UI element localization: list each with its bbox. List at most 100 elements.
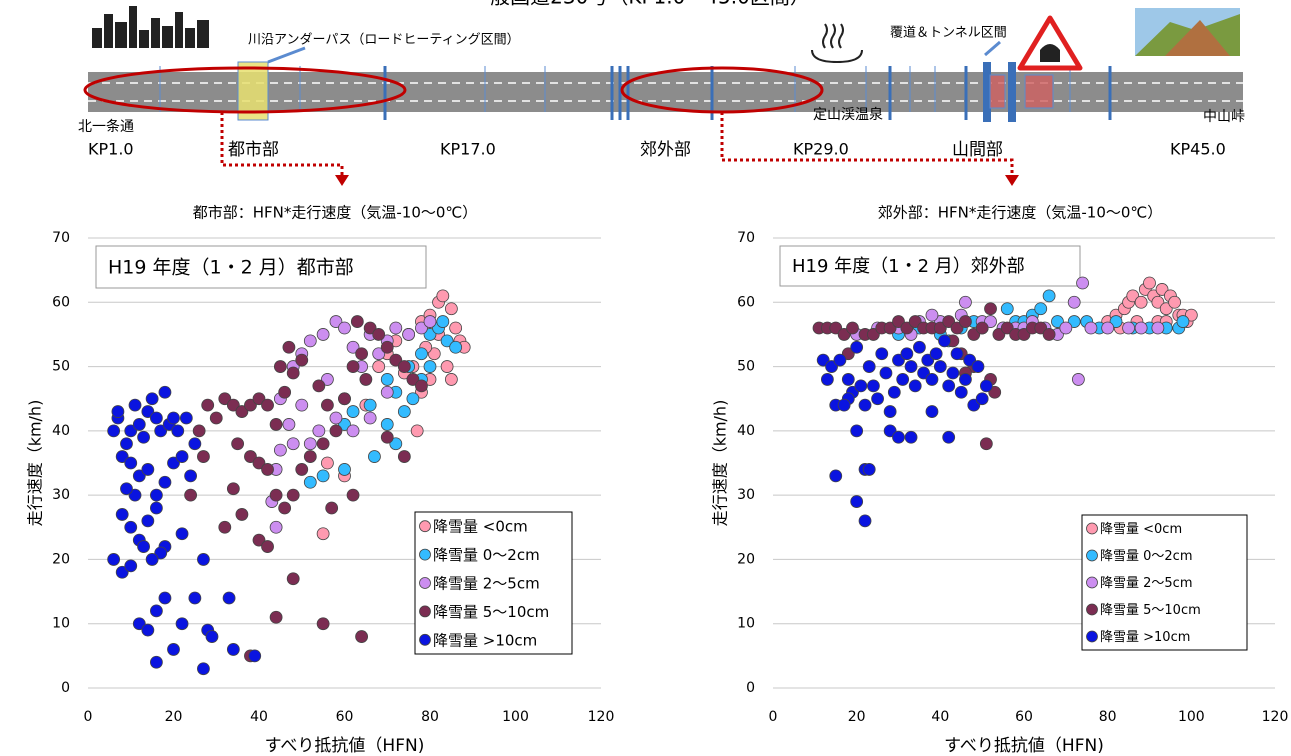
point (926, 309, 938, 321)
point (980, 380, 992, 392)
point (1077, 277, 1089, 289)
point (411, 425, 423, 437)
point (930, 348, 942, 360)
x-tick-label: 80 (421, 709, 439, 725)
point (125, 560, 137, 572)
point (304, 451, 316, 463)
y-tick-label: 0 (61, 680, 70, 696)
legend-marker (1087, 577, 1098, 588)
tunnel-post (1008, 62, 1016, 122)
point (959, 296, 971, 308)
point (296, 463, 308, 475)
zone-label: 郊外部 (640, 140, 691, 160)
point (270, 611, 282, 623)
tunnel-label: 覆道＆トンネル区間 (890, 26, 1007, 41)
point (876, 348, 888, 360)
y-tick-label: 0 (746, 680, 755, 696)
point (1035, 303, 1047, 315)
point (838, 399, 850, 411)
point (249, 650, 261, 662)
point (120, 483, 132, 495)
point (437, 290, 449, 302)
point (905, 431, 917, 443)
y-tick-label: 70 (52, 230, 70, 246)
point (236, 508, 248, 520)
point (846, 322, 858, 334)
point (321, 399, 333, 411)
point (356, 631, 368, 643)
point (909, 380, 921, 392)
legend-label: 降雪量 0～2cm (433, 546, 540, 564)
kp-label: KP1.0 (88, 140, 134, 159)
point (872, 393, 884, 405)
point (262, 399, 274, 411)
point (279, 502, 291, 514)
point (893, 431, 905, 443)
point (142, 515, 154, 527)
point (888, 386, 900, 398)
point (959, 316, 971, 328)
point (168, 412, 180, 424)
x-axis-label: すべり抵抗値（HFN) (944, 736, 1104, 756)
point (381, 373, 393, 385)
point (189, 438, 201, 450)
point (279, 386, 291, 398)
legend-marker (1087, 523, 1098, 534)
y-tick-label: 60 (737, 294, 755, 310)
y-tick-label: 40 (737, 423, 755, 439)
point (1085, 322, 1097, 334)
point (1135, 296, 1147, 308)
zone-label: 山間部 (952, 140, 1003, 160)
x-tick-label: 20 (165, 709, 183, 725)
point (980, 438, 992, 450)
diagram-title: 一般国道230号（KP1.0～45.0区間） (470, 0, 810, 9)
legend-marker (420, 549, 431, 560)
point (270, 521, 282, 533)
figure: 一般国道230号（KP1.0～45.0区間） 川沿アンダーパス（ロードヒーティン… (0, 0, 1291, 756)
x-axis-label: すべり抵抗値（HFN) (265, 736, 425, 756)
point (274, 361, 286, 373)
point (897, 373, 909, 385)
y-tick-label: 50 (737, 359, 755, 375)
point (317, 618, 329, 630)
legend-label: 降雪量 0～2cm (1100, 549, 1193, 564)
point (150, 489, 162, 501)
point (424, 316, 436, 328)
point (330, 412, 342, 424)
legend-marker (420, 606, 431, 617)
point (304, 438, 316, 450)
point (120, 438, 132, 450)
x-tick-label: 60 (1015, 709, 1033, 725)
point (351, 316, 363, 328)
point (415, 380, 427, 392)
point (851, 425, 863, 437)
point (985, 303, 997, 315)
point (339, 393, 351, 405)
point (287, 573, 299, 585)
point (125, 521, 137, 533)
point (947, 367, 959, 379)
point (270, 489, 282, 501)
y-tick-label: 30 (52, 487, 70, 503)
point (398, 451, 410, 463)
arrow-head (335, 175, 349, 186)
point (108, 425, 120, 437)
point (296, 399, 308, 411)
point (296, 354, 308, 366)
point (1102, 322, 1114, 334)
point (867, 380, 879, 392)
point (445, 373, 457, 385)
point (1068, 296, 1080, 308)
point (934, 361, 946, 373)
point (855, 380, 867, 392)
point (150, 412, 162, 424)
point (976, 322, 988, 334)
point (398, 406, 410, 418)
point (283, 341, 295, 353)
y-tick-label: 10 (737, 616, 755, 632)
y-tick-label: 70 (737, 230, 755, 246)
y-axis-label: 走行速度（km/h) (26, 400, 45, 527)
point (176, 618, 188, 630)
point (381, 341, 393, 353)
point (943, 431, 955, 443)
